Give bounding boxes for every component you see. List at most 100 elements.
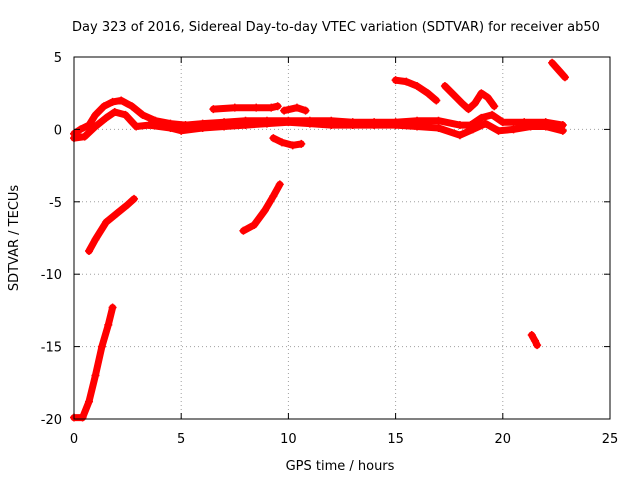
x-tick-label: 20 xyxy=(495,432,512,447)
data-point xyxy=(554,66,563,75)
data-point xyxy=(434,123,443,132)
data-point xyxy=(91,235,100,244)
data-point xyxy=(104,320,113,329)
data-point xyxy=(434,116,443,125)
data-point xyxy=(117,96,126,105)
data-point xyxy=(458,99,467,108)
data-point xyxy=(230,103,239,112)
data-point xyxy=(198,123,207,132)
data-point xyxy=(241,121,250,130)
chart-title: Day 323 of 2016, Sidereal Day-to-day VTE… xyxy=(72,20,600,35)
data-point xyxy=(488,110,497,119)
y-tick-label: -5 xyxy=(49,196,62,211)
series-arc-21 xyxy=(527,331,542,350)
series-line xyxy=(269,134,305,149)
x-tick-label: 15 xyxy=(387,432,404,447)
data-series xyxy=(70,58,569,422)
data-point xyxy=(455,121,464,130)
y-axis-label: SDTVAR / TECUs xyxy=(7,185,22,292)
data-point xyxy=(468,125,477,134)
data-point xyxy=(348,121,357,130)
data-point xyxy=(477,113,486,122)
data-point xyxy=(269,134,278,143)
data-point xyxy=(166,123,175,132)
data-point xyxy=(123,200,132,209)
data-point xyxy=(413,81,422,90)
series-line xyxy=(392,76,440,104)
data-point xyxy=(220,122,229,131)
data-point xyxy=(130,194,139,203)
data-point xyxy=(97,342,106,351)
data-point xyxy=(250,220,259,229)
data-point xyxy=(440,81,449,90)
x-axis-label: GPS time / hours xyxy=(286,459,395,474)
series-arc-22 xyxy=(548,58,569,82)
data-point xyxy=(327,121,336,130)
data-point xyxy=(402,77,411,86)
data-point xyxy=(391,121,400,130)
data-point xyxy=(284,118,293,127)
data-point xyxy=(85,247,94,256)
data-point xyxy=(80,132,89,141)
y-tick-label: 5 xyxy=(54,51,62,66)
data-point xyxy=(455,131,464,140)
series-arc-6-10 xyxy=(209,102,282,114)
series-arc-8-10 xyxy=(239,180,284,235)
y-tick-label: -20 xyxy=(41,413,62,428)
y-tick-label: 0 xyxy=(54,123,62,138)
series-line xyxy=(70,304,117,422)
data-point xyxy=(260,206,269,215)
data-point xyxy=(527,331,536,340)
data-point xyxy=(112,209,121,218)
x-tick-label: 0 xyxy=(70,432,78,447)
data-point xyxy=(297,139,306,148)
series-arc-15-17 xyxy=(391,76,441,105)
data-point xyxy=(121,110,130,119)
data-point xyxy=(483,93,492,102)
data-point xyxy=(477,89,486,98)
y-tick-label: -15 xyxy=(41,341,62,356)
x-axis-ticks: 0 5 10 15 20 25 xyxy=(70,57,618,447)
data-point xyxy=(91,371,100,380)
data-point xyxy=(292,103,301,112)
x-tick-label: 25 xyxy=(602,432,619,447)
data-point xyxy=(269,192,278,201)
data-point xyxy=(301,106,310,115)
series-arc-0-2 xyxy=(70,303,117,422)
data-point xyxy=(305,119,314,128)
data-point xyxy=(177,126,186,135)
series-main-band-lower xyxy=(70,108,567,143)
data-point xyxy=(558,126,567,135)
data-point xyxy=(78,413,87,422)
data-point xyxy=(275,180,284,189)
data-point xyxy=(102,218,111,227)
data-point xyxy=(413,122,422,131)
data-point xyxy=(239,226,248,235)
plot-frame xyxy=(73,56,611,420)
data-point xyxy=(432,96,441,105)
y-axis-ticks: 5 0 -5 -10 -15 -20 xyxy=(41,51,610,428)
data-point xyxy=(526,122,535,131)
data-point xyxy=(252,103,261,112)
data-point xyxy=(102,113,111,122)
data-point xyxy=(548,58,557,67)
series-line xyxy=(239,180,284,235)
data-point xyxy=(464,105,473,114)
data-point xyxy=(108,97,117,106)
data-point xyxy=(560,73,569,82)
data-point xyxy=(541,122,550,131)
data-point xyxy=(481,119,490,128)
data-point xyxy=(288,141,297,150)
data-point xyxy=(267,103,276,112)
data-point xyxy=(494,126,503,135)
data-point xyxy=(533,341,542,350)
data-point xyxy=(391,76,400,85)
data-point xyxy=(132,122,141,131)
data-point xyxy=(127,102,136,111)
data-point xyxy=(277,138,286,147)
data-point xyxy=(138,110,147,119)
data-point xyxy=(280,106,289,115)
data-point xyxy=(108,303,117,312)
series-arc-10-11 xyxy=(280,103,310,115)
